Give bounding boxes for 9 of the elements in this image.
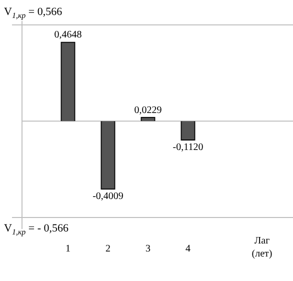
data-label: 0,0229 [134,104,162,116]
x-tick-label: 4 [186,244,190,255]
data-label: -0,4009 [92,190,124,202]
x-tick-label: 1 [66,244,70,255]
x-tick-label: 2 [106,244,110,255]
data-label: -0,1120 [172,142,204,153]
x-tick-label: 3 [146,244,150,255]
x-axis-title: Лаг (лет) [252,236,272,260]
data-label: 0,4648 [54,30,82,41]
